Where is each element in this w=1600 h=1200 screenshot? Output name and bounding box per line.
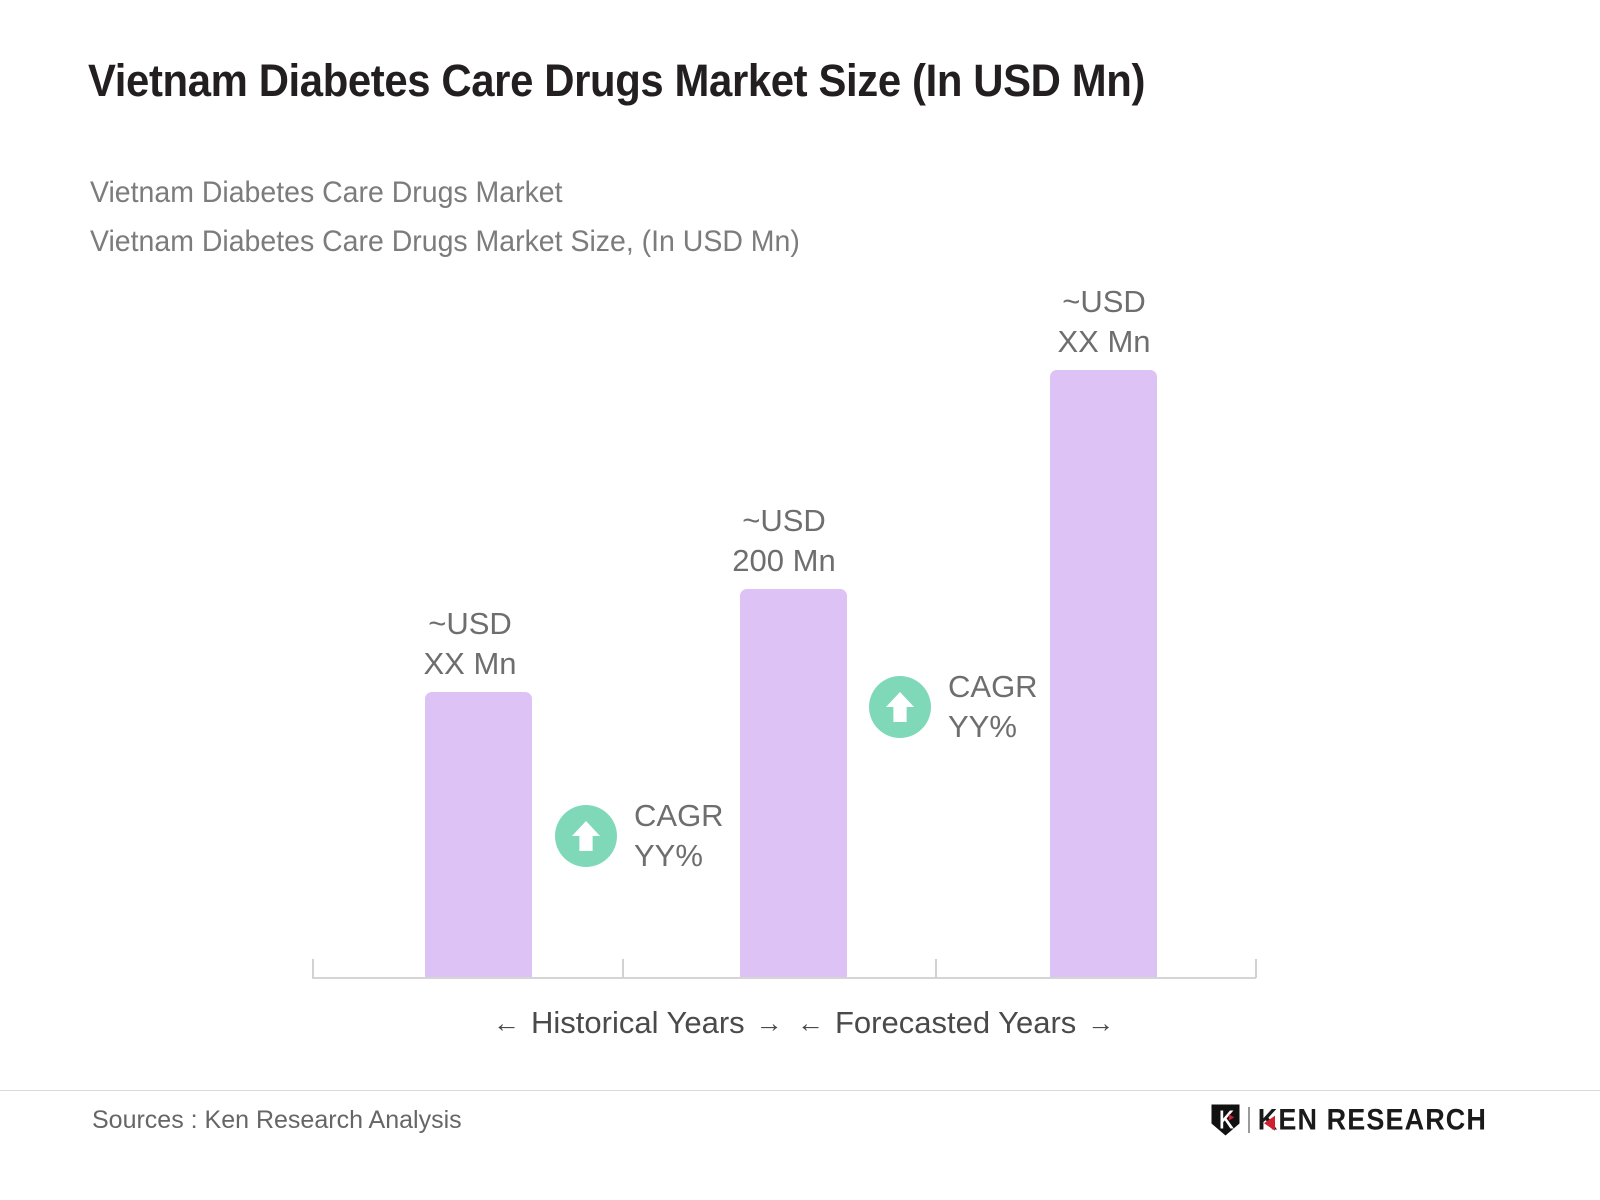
logo-wordmark-text: KEN RESEARCH — [1257, 1103, 1487, 1136]
cagr-label-forecast-line1: CAGR — [948, 669, 1038, 704]
x-axis-tick — [935, 959, 937, 978]
subtitle-line-1: Vietnam Diabetes Care Drugs Market — [90, 176, 563, 209]
arrow-right-icon: → — [1087, 1008, 1115, 1038]
bar-chart: ~USD XX Mn ~USD 200 Mn ~USD XX Mn CAGR Y… — [312, 282, 1257, 1042]
cagr-label-historical-line2: YY% — [634, 838, 703, 873]
bar-value-label-3-line1: ~USD — [1062, 284, 1146, 319]
bar-value-label-1-line1: ~USD — [428, 606, 512, 641]
axis-caption-historical-label: Historical Years — [531, 1005, 745, 1040]
arrow-left-icon: ← — [797, 1008, 824, 1038]
arrow-left-icon: ← — [493, 1008, 520, 1038]
x-axis-tick — [622, 959, 624, 978]
arrow-up-icon — [869, 676, 931, 738]
bar-mid[interactable] — [740, 589, 847, 978]
bar-value-label-2: ~USD 200 Mn — [684, 501, 884, 581]
cagr-label-historical-line1: CAGR — [634, 798, 724, 833]
cagr-annotation-historical: CAGR YY% — [555, 796, 724, 876]
arrow-up-icon — [555, 805, 617, 867]
logo-red-triangle-icon — [1263, 1115, 1275, 1131]
ken-research-logo: KEN RESEARCH — [1210, 1103, 1487, 1137]
x-axis-line — [312, 977, 1256, 979]
bar-historical[interactable] — [425, 692, 532, 978]
bar-value-label-1-line2: XX Mn — [423, 646, 517, 681]
bar-value-label-1: ~USD XX Mn — [370, 604, 570, 684]
x-axis-tick — [1255, 959, 1257, 978]
logo-wordmark: KEN RESEARCH — [1258, 1105, 1487, 1134]
arrow-right-icon: → — [755, 1008, 783, 1038]
cagr-label-historical: CAGR YY% — [634, 796, 724, 876]
page-title: Vietnam Diabetes Care Drugs Market Size … — [88, 55, 1146, 106]
cagr-label-forecast: CAGR YY% — [948, 667, 1038, 747]
axis-caption-historical: ← Historical Years → — [493, 1004, 783, 1042]
logo-divider — [1247, 1107, 1250, 1133]
axis-caption-forecast-label: Forecasted Years — [835, 1005, 1077, 1040]
cagr-label-forecast-line2: YY% — [948, 709, 1017, 744]
x-axis-tick — [312, 959, 314, 978]
bar-value-label-2-line1: ~USD — [742, 503, 826, 538]
page-subtitle: Vietnam Diabetes Care Drugs Market Vietn… — [90, 168, 1248, 266]
source-note: Sources : Ken Research Analysis — [92, 1106, 462, 1134]
subtitle-line-2: Vietnam Diabetes Care Drugs Market Size,… — [90, 225, 800, 258]
bar-forecast[interactable] — [1050, 370, 1157, 978]
cagr-annotation-forecast: CAGR YY% — [869, 667, 1038, 747]
footer-divider — [0, 1090, 1600, 1091]
bar-value-label-3-line2: XX Mn — [1057, 324, 1151, 359]
bar-value-label-3: ~USD XX Mn — [1004, 282, 1204, 362]
ken-research-shield-icon — [1211, 1104, 1240, 1136]
axis-caption-forecast: ← Forecasted Years → — [797, 1004, 1114, 1042]
bar-value-label-2-line2: 200 Mn — [732, 543, 836, 578]
